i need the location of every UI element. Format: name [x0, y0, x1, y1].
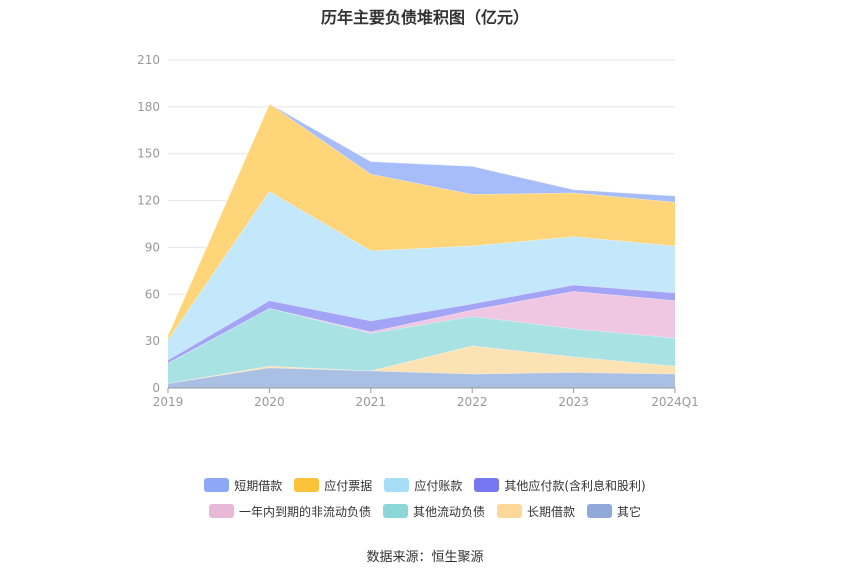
- y-tick-label: 150: [137, 147, 160, 161]
- series-line-短期借款: [167, 102, 676, 336]
- legend-label: 应付账款: [414, 478, 463, 493]
- legend-item[interactable]: 一年内到期的非流动负债: [208, 503, 371, 520]
- legend-swatch: [204, 478, 230, 492]
- x-tick-label: 2022: [457, 395, 488, 409]
- x-tick-label: 2020: [254, 395, 285, 409]
- legend-label: 长期借款: [527, 504, 576, 519]
- legend-label: 一年内到期的非流动负债: [238, 504, 371, 519]
- legend-label: 其它: [617, 504, 642, 519]
- legend-item[interactable]: 其他流动负债: [382, 503, 485, 520]
- legend: 短期借款 应付票据 应付账款 其他应付款(含利息和股利) 一年内到期的非流动负债 其他流…: [0, 472, 850, 524]
- legend-swatch: [474, 478, 500, 492]
- legend-label: 其他应付款(含利息和股利): [504, 478, 646, 493]
- legend-label: 其他流动负债: [412, 504, 485, 519]
- legend-swatch: [382, 504, 408, 518]
- x-tick-label: 2024Q1: [651, 395, 699, 409]
- series-areas: [167, 102, 676, 388]
- legend-row: 短期借款 应付票据 应付账款 其他应付款(含利息和股利): [0, 472, 850, 498]
- legend-label: 短期借款: [234, 478, 283, 493]
- legend-item[interactable]: 其他应付款(含利息和股利): [474, 477, 646, 494]
- series-area-一年内到期的非流动负债: [168, 291, 675, 363]
- series-area-其他流动负债: [168, 308, 675, 384]
- legend-swatch: [497, 504, 522, 518]
- legend-item[interactable]: 短期借款: [204, 477, 282, 494]
- legend-label: 应付票据: [324, 478, 373, 493]
- legend-item[interactable]: 应付账款: [384, 477, 462, 494]
- y-tick-label: 60: [145, 287, 160, 301]
- legend-item[interactable]: 其它: [587, 503, 641, 520]
- legend-swatch: [587, 504, 613, 518]
- legend-swatch: [208, 504, 234, 518]
- legend-item[interactable]: 长期借款: [497, 503, 575, 520]
- axes: 0 30 60 90 120 150 180 210 2019 2020 2021 2022 2023 2…: [137, 53, 699, 409]
- y-tick-label: 30: [145, 334, 160, 348]
- x-tick-label: 2019: [153, 395, 184, 409]
- legend-swatch: [384, 478, 410, 492]
- series-area-应付账款: [168, 191, 675, 360]
- y-tick-label: 120: [137, 194, 160, 208]
- y-tick-label: 90: [145, 240, 160, 254]
- legend-swatch: [294, 478, 320, 492]
- chart-title: 历年主要负债堆积图（亿元）: [320, 8, 529, 27]
- stacked-area-chart: 0 30 60 90 120 150 180 210 2019 2020 2021 2022 2023 2…: [137, 53, 699, 409]
- y-tick-label: 210: [137, 53, 160, 67]
- series-area-应付票据: [168, 103, 675, 340]
- series-area-其他应付款(含利息和股利): [168, 284, 675, 363]
- y-tick-label: 180: [137, 100, 160, 114]
- x-tick-label: 2023: [558, 395, 589, 409]
- series-area-长期借款: [168, 345, 675, 384]
- data-source: 数据来源：恒生聚源: [366, 550, 484, 565]
- legend-item[interactable]: 应付票据: [294, 477, 372, 494]
- legend-row: 一年内到期的非流动负债 其他流动负债 长期借款 其它: [0, 498, 850, 524]
- x-tick-label: 2021: [356, 395, 387, 409]
- y-tick-label: 0: [152, 381, 160, 395]
